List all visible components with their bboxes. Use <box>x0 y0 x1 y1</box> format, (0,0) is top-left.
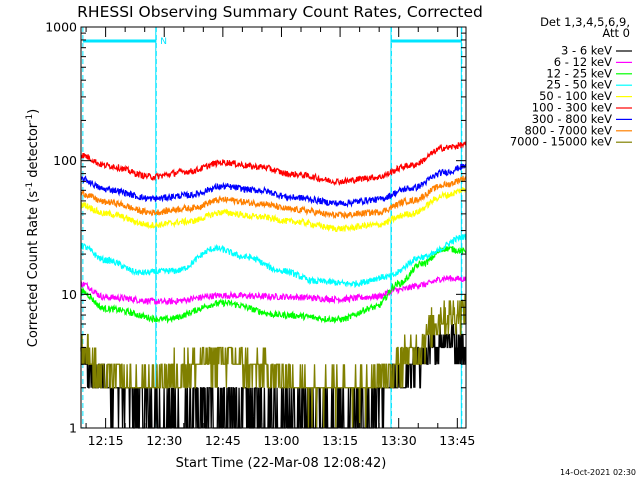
saa-label: N <box>160 37 167 47</box>
axes: 1 10 100 1000 12:15 12:30 12:45 13:00 13:15 13:30… <box>45 20 475 449</box>
x-tick-label-0: 12:15 <box>88 433 124 448</box>
series-line-6 <box>80 163 467 209</box>
legend-label-1: 6 - 12 keV <box>554 55 612 69</box>
legend-label-8: 7000 - 15000 keV <box>510 135 612 149</box>
series-line-2 <box>80 245 467 324</box>
y-tick-label-2: 100 <box>53 153 77 168</box>
y-tick-label-3: 1000 <box>45 20 77 35</box>
series-line-1 <box>80 274 467 306</box>
legend-label-3: 25 - 50 keV <box>546 78 612 92</box>
legend-label-4: 50 - 100 keV <box>539 89 612 103</box>
x-tick-label-5: 13:30 <box>381 433 417 448</box>
series-lines <box>80 141 467 429</box>
legend-label-0: 3 - 6 keV <box>561 44 612 58</box>
plot-frame <box>80 26 467 429</box>
series-line-7 <box>80 175 467 220</box>
legend-header-2: Att 0 <box>602 26 630 40</box>
x-tick-label-1: 12:30 <box>146 433 182 448</box>
x-tick-label-3: 13:00 <box>263 433 299 448</box>
legend-label-5: 100 - 300 keV <box>532 101 612 115</box>
x-tick-label-2: 12:45 <box>205 433 241 448</box>
series-line-8 <box>80 294 467 429</box>
series-line-3 <box>80 233 467 289</box>
y-tick-label-1: 10 <box>61 287 77 302</box>
series-line-4 <box>80 187 467 233</box>
x-tick-label-4: 13:15 <box>322 433 358 448</box>
legend-label-7: 800 - 7000 keV <box>524 123 612 137</box>
y-axis-label: Corrected Count Rate (s-1 detector-1) <box>25 109 41 347</box>
x-tick-label-6: 13:45 <box>439 433 475 448</box>
timestamp: 14-Oct-2021 02:30 <box>560 468 636 477</box>
chart-title: RHESSI Observing Summary Count Rates, Co… <box>77 3 483 21</box>
y-tick-label-0: 1 <box>69 421 77 436</box>
x-axis-label: Start Time (22-Mar-08 12:08:42) <box>176 456 387 471</box>
legend-label-6: 300 - 800 keV <box>532 112 612 126</box>
legend-label-2: 12 - 25 keV <box>546 66 612 80</box>
legend-header-1: Det 1,3,4,5,6,9, <box>540 15 630 29</box>
series-line-5 <box>80 141 467 186</box>
